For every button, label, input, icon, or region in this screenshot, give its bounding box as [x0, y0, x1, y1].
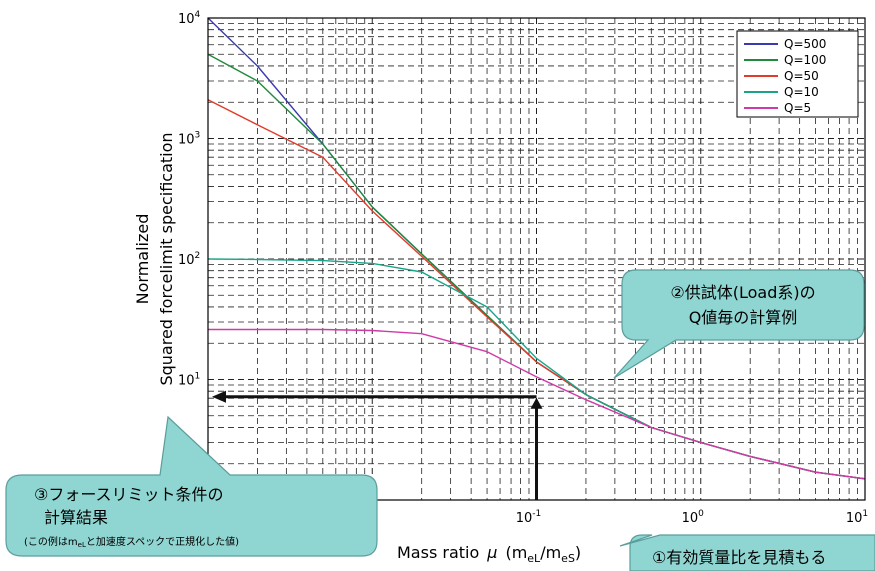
- x-axis-title: Mass ratio μ (meL/meS): [397, 543, 581, 565]
- callout-3-line2: 計算結果: [44, 508, 108, 527]
- arrow-horizontal-head: [212, 390, 226, 403]
- arrows: [212, 390, 543, 500]
- callout-3-note-sub: eL: [78, 541, 86, 549]
- callout-3-bubble: [5, 415, 378, 557]
- callout-3: ③フォースリミット条件の 計算結果 (この例はmeLと加速度スペックで正規化した…: [5, 415, 378, 557]
- y-tick-exponent: 1: [195, 372, 201, 382]
- x-tick-exponent: 0: [698, 509, 704, 519]
- legend-label: Q=500: [784, 37, 826, 51]
- legend-label: Q=100: [784, 53, 826, 67]
- y-axis-title: Normalized Squared forcelimit specificat…: [133, 132, 176, 385]
- series-line-q5: [208, 328, 866, 480]
- x-axis-mid: /m: [540, 543, 561, 562]
- y-tick-exponent: 2: [195, 251, 201, 261]
- x-axis-close: ): [575, 543, 581, 562]
- callout-2: ②供試体(Load系)の Q値毎の計算例: [613, 269, 865, 379]
- x-tick-exponent: -1: [532, 509, 541, 519]
- callout-3-line1: ③フォースリミット条件の: [34, 485, 224, 504]
- x-axis-sub1: eL: [527, 552, 541, 565]
- grid-lines: [208, 18, 865, 500]
- callout-1: ①有効質量比を見積もる: [619, 534, 875, 571]
- callout-3-note: (この例はmeLと加速度スペックで正規化した値): [24, 535, 239, 549]
- y-axis-title-line2: Squared forcelimit specification: [157, 132, 176, 385]
- x-axis-title-text: Mass ratio: [397, 543, 479, 562]
- legend-label: Q=50: [784, 69, 819, 83]
- callout-2-bubble: [613, 269, 865, 379]
- legend-label: Q=10: [784, 85, 819, 99]
- legend: Q=500 Q=100 Q=50 Q=10 Q=5: [736, 30, 859, 118]
- legend-label: Q=5: [784, 101, 811, 115]
- callout-1-text: ①有効質量比を見積もる: [652, 548, 826, 567]
- arrow-vertical-head: [530, 397, 543, 409]
- y-tick-exponent: 3: [195, 131, 201, 141]
- x-axis-mu: μ: [486, 543, 497, 562]
- x-tick-exponent: 1: [862, 509, 868, 519]
- callout-2-line1: ②供試体(Load系)の: [670, 283, 815, 302]
- y-axis-title-line1: Normalized: [133, 214, 152, 305]
- callout-2-line2: Q値毎の計算例: [689, 308, 798, 327]
- callout-3-note-b: と加速度スペックで正規化した値): [86, 535, 239, 548]
- series-layer: [207, 17, 866, 480]
- x-axis-sub2: eS: [561, 552, 575, 565]
- callout-3-note-a: (この例はm: [24, 535, 78, 548]
- callout-1-bubble: [619, 534, 875, 571]
- y-tick-exponent: 4: [195, 10, 201, 20]
- x-axis-open: (m: [505, 543, 527, 562]
